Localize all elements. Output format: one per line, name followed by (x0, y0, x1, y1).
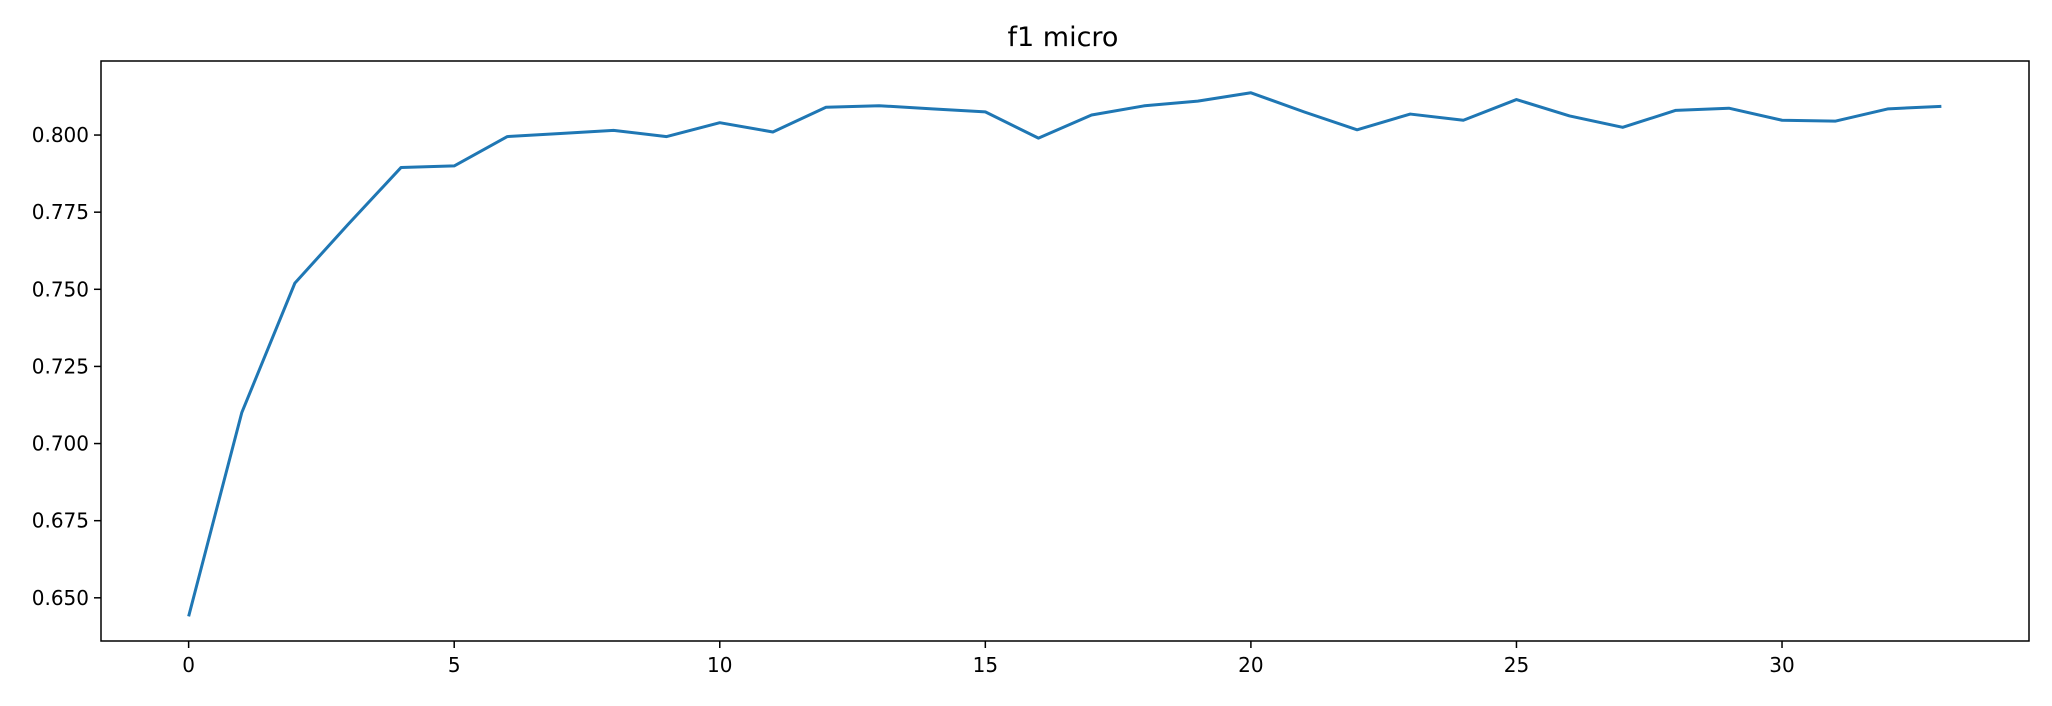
plot-frame (100, 60, 2030, 642)
series-line-0 (187, 91, 1942, 617)
x-tick-label: 0 (182, 653, 195, 677)
x-tick-label: 10 (707, 653, 732, 677)
y-tick-label: 0.725 (32, 354, 89, 378)
y-tick-label: 0.800 (32, 123, 89, 147)
x-tick-label: 30 (1769, 653, 1794, 677)
y-tick-label: 0.775 (32, 200, 89, 224)
x-tick-label: 15 (973, 653, 998, 677)
x-axis: 0 5 10 15 20 25 30 (182, 641, 1795, 677)
y-tick-label: 0.700 (32, 432, 89, 456)
y-tick-label: 0.650 (32, 586, 89, 610)
x-tick-label: 20 (1238, 653, 1263, 677)
chart-title: f1 micro (1008, 22, 1119, 53)
x-tick-label: 25 (1504, 653, 1529, 677)
y-tick-label: 0.675 (32, 509, 89, 533)
y-axis: 0.650 0.675 0.700 0.725 0.750 0.775 0.800 (32, 123, 101, 610)
x-tick-label: 5 (448, 653, 461, 677)
plot-series (187, 91, 1942, 617)
y-tick-label: 0.750 (32, 277, 89, 301)
